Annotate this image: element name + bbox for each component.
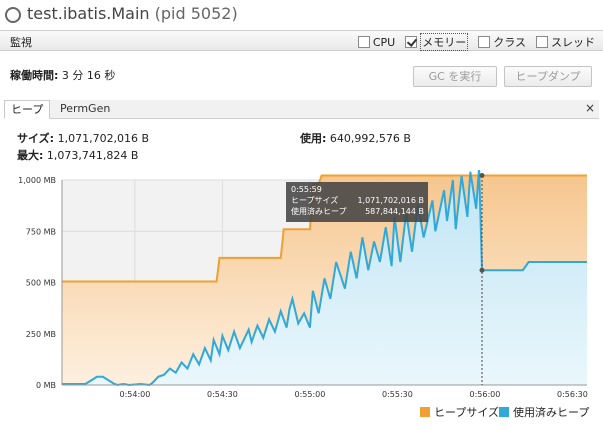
monitor-checkboxes: CPU メモリー クラス スレッド (357, 33, 595, 51)
uptime-label: 稼働時間: (10, 69, 59, 82)
tooltip-used-label: 使用済みヒープ (291, 206, 347, 216)
perform-gc-button[interactable]: GC を実行 (413, 66, 497, 87)
heap-chart-svg: 0 MB 250 MB 500 MB 750 MB 1,000 MB 0:54:00 0:5… (18, 167, 588, 399)
tooltip: 0:55:59 ヒープサイズ 1,071,702,016 B 使用済みヒープ 5… (286, 182, 428, 222)
heap-size-value: 1,071,702,016 B (57, 132, 150, 145)
legend-swatch-used-heap (499, 407, 509, 417)
tooltip-box (286, 182, 428, 222)
monitor-section-bar: 監視 CPU メモリー クラス スレッド (0, 30, 603, 51)
y-tick-label: 250 MB (26, 330, 56, 339)
y-tick-label: 1,000 MB (18, 176, 56, 185)
cursor-dot-used (479, 267, 485, 273)
checkbox-label: クラス (493, 36, 526, 49)
close-icon[interactable]: × (584, 101, 595, 115)
y-tick-label: 750 MB (26, 227, 56, 236)
section-title: 監視 (10, 36, 32, 49)
cursor-dot-size (479, 172, 485, 178)
heap-used-stat: 使用: 640,992,576 B (300, 130, 411, 146)
tab-bar: ヒープ PermGen × (4, 100, 599, 119)
uptime: 稼働時間: 3 分 16 秒 (10, 67, 115, 83)
legend-label-heap-size: ヒープサイズ (434, 406, 500, 419)
checkbox-label: メモリー (420, 33, 469, 51)
checkbox-cpu[interactable]: CPU (357, 33, 396, 51)
tooltip-used-value: 587,844,144 B (365, 207, 424, 216)
window-title: test.ibatis.Main (pid 5052) (27, 4, 238, 23)
legend-heap-size: ヒープサイズ (420, 404, 499, 420)
tooltip-size-value: 1,071,702,016 B (357, 196, 424, 205)
tab-permgen[interactable]: PermGen (60, 102, 111, 115)
x-tick-label: 0:54:30 (207, 390, 238, 399)
checkbox-memory[interactable]: メモリー (405, 33, 469, 51)
x-tick-label: 0:54:00 (119, 390, 150, 399)
x-tick-label: 0:56:00 (469, 390, 500, 399)
checkbox-box[interactable] (478, 36, 491, 48)
uptime-value: 3 分 16 秒 (61, 69, 116, 82)
legend-swatch-heap-size (420, 407, 430, 417)
tab-heap[interactable]: ヒープ (4, 100, 51, 119)
checkbox-label: スレッド (551, 36, 595, 49)
heap-max-label: 最大: (17, 149, 44, 162)
x-tick-label: 0:55:30 (382, 390, 413, 399)
heap-chart: 0 MB 250 MB 500 MB 750 MB 1,000 MB 0:54:00 0:5… (0, 167, 603, 400)
y-tick-label: 500 MB (26, 279, 56, 288)
x-tick-label: 0:55:00 (294, 390, 325, 399)
heap-size-stat: サイズ: 1,071,702,016 B (17, 130, 149, 146)
process-icon (5, 7, 21, 23)
heap-dump-button[interactable]: ヒープダンプ (504, 66, 592, 87)
legend-label-used-heap: 使用済みヒープ (513, 406, 590, 419)
used-heap-line (62, 167, 587, 387)
heap-used-value: 640,992,576 B (329, 132, 411, 145)
checkbox-label: CPU (372, 35, 396, 49)
checkbox-box[interactable] (405, 36, 418, 48)
checkbox-threads[interactable]: スレッド (536, 33, 595, 51)
series-areas (62, 167, 587, 387)
tooltip-size-label: ヒープサイズ (291, 195, 338, 205)
axis-ticks: 0 MB 250 MB 500 MB 750 MB 1,000 MB 0:54:00 0:5… (18, 176, 588, 399)
checkbox-box[interactable] (536, 36, 548, 48)
checkbox-box[interactable] (357, 36, 370, 48)
heap-max-value: 1,073,741,824 B (46, 149, 139, 162)
title-bar: test.ibatis.Main (pid 5052) (0, 0, 603, 30)
x-tick-label: 0:56:30 (557, 390, 588, 399)
cursor-line (479, 172, 485, 385)
heap-size-line (62, 174, 587, 283)
app-name: test.ibatis.Main (27, 4, 150, 23)
y-tick-label: 0 MB (36, 381, 56, 390)
checkbox-classes[interactable]: クラス (478, 33, 526, 51)
legend-used-heap: 使用済みヒープ (499, 404, 589, 420)
used-heap-area (62, 167, 587, 385)
tooltip-time: 0:55:59 (291, 185, 322, 194)
heap-size-label: サイズ: (17, 132, 55, 145)
heap-used-label: 使用: (300, 132, 327, 145)
process-id: (pid 5052) (154, 4, 238, 23)
heap-max-stat: 最大: 1,073,741,824 B (17, 147, 138, 163)
